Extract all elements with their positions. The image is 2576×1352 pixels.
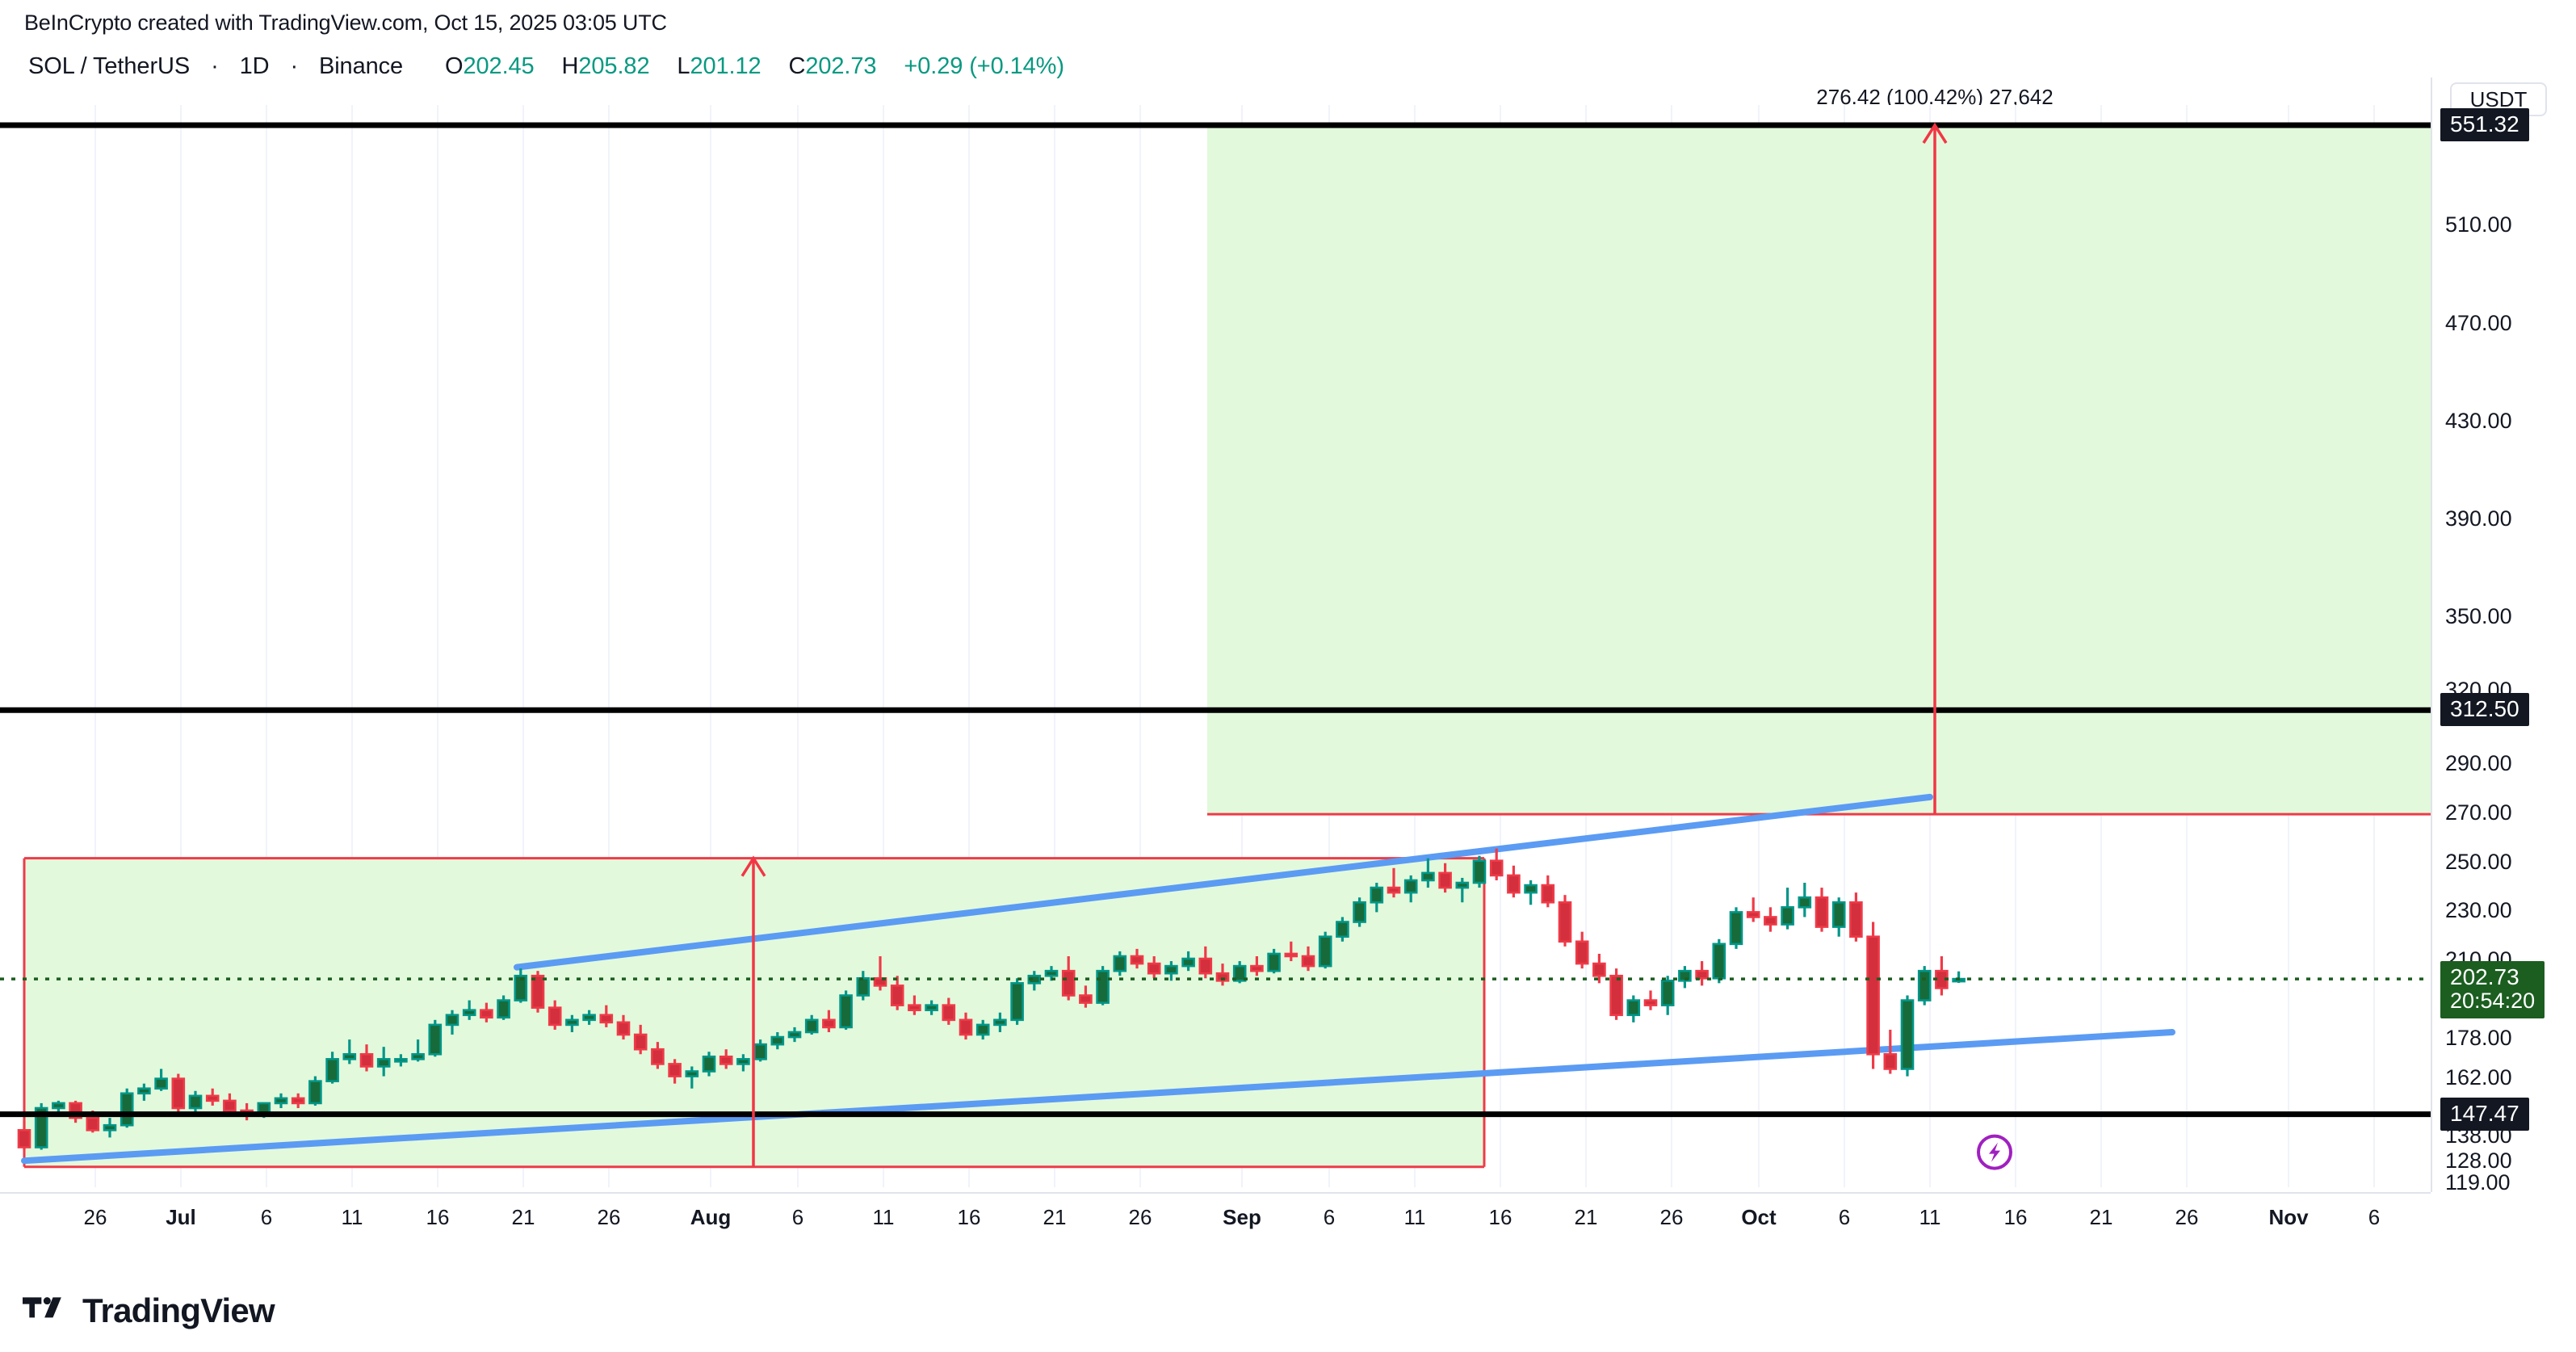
time-tick: 26 [2175, 1205, 2199, 1229]
time-tick: 11 [872, 1205, 895, 1229]
legend-low-value: 201.12 [690, 53, 761, 79]
price-tick: 230.00 [2445, 898, 2512, 923]
time-tick: 6 [791, 1205, 804, 1229]
legend-close-label: C [788, 53, 806, 79]
time-tick: Jul [166, 1205, 196, 1229]
time-tick: 16 [426, 1205, 450, 1229]
time-tick: 6 [2368, 1205, 2381, 1229]
price-tick: 162.00 [2445, 1064, 2512, 1090]
price-tick: 250.00 [2445, 849, 2512, 874]
price-tick: 390.00 [2445, 506, 2512, 531]
time-tick: 11 [1919, 1205, 1941, 1229]
price-tick: 128.00 [2445, 1148, 2512, 1173]
time-tick: 26 [1659, 1205, 1684, 1229]
price-tick: 178.00 [2445, 1026, 2512, 1051]
time-tick: Oct [1741, 1205, 1777, 1229]
tradingview-mark-icon [23, 1297, 61, 1318]
price-tick: 270.00 [2445, 800, 2512, 825]
legend-sep-2: · [290, 53, 298, 79]
price-tick: 119.00 [2445, 1170, 2511, 1195]
legend-sep-1: · [211, 53, 219, 79]
time-tick: Sep [1223, 1205, 1261, 1229]
tradingview-wordmark: TradingView [82, 1291, 275, 1329]
bar-countdown: 20:54:20 [2450, 989, 2536, 1014]
support-badge[interactable]: 147.47 [2440, 1097, 2529, 1131]
candlestick-canvas [0, 105, 2431, 1187]
legend-close-value: 202.73 [805, 53, 877, 79]
legend-open-label: O [445, 53, 464, 79]
resistance-mid-badge[interactable]: 312.50 [2440, 693, 2529, 727]
legend-interval[interactable]: 1D [239, 53, 270, 79]
time-tick: 26 [83, 1205, 107, 1229]
price-axis[interactable]: USDT 510.00 470.00 430.00 390.00 350.00 320.0… [2431, 78, 2576, 1195]
legend-change: +0.29 (+0.14%) [904, 53, 1064, 79]
time-tick: 11 [1403, 1205, 1426, 1229]
tradingview-logo[interactable]: TradingView [23, 1283, 275, 1339]
time-axis[interactable]: 26 Jul 6 11 16 21 26 Aug 6 11 16 21 26 Sep 6 11 16 21 26 Oc… [0, 1192, 2431, 1241]
price-tick: 470.00 [2445, 310, 2512, 335]
price-tick: 350.00 [2445, 604, 2512, 629]
lightning-marker-icon [1977, 1134, 2012, 1170]
price-tick: 510.00 [2445, 212, 2512, 237]
time-tick: Aug [690, 1205, 732, 1229]
time-tick: 21 [511, 1205, 535, 1229]
time-tick: 16 [2003, 1205, 2028, 1229]
time-tick: 6 [260, 1205, 273, 1229]
time-tick: 21 [2089, 1205, 2113, 1229]
time-tick: 21 [1043, 1205, 1067, 1229]
legend-exchange[interactable]: Binance [318, 53, 404, 79]
legend-low-label: L [677, 53, 690, 79]
chart-legend: SOL / TetherUS · 1D · Binance O202.45 H2… [28, 53, 1064, 80]
time-tick: 6 [1323, 1205, 1336, 1229]
resistance-upper-badge[interactable]: 551.32 [2440, 108, 2529, 141]
time-tick: 26 [1128, 1205, 1152, 1229]
time-tick: 21 [1574, 1205, 1598, 1229]
time-tick: 16 [1488, 1205, 1512, 1229]
time-tick: Nov [2268, 1205, 2309, 1229]
chart-plot-area[interactable] [0, 105, 2431, 1187]
current-price-value: 202.73 [2450, 964, 2519, 990]
price-tick: 290.00 [2445, 751, 2512, 776]
attribution-text: BeInCrypto created with TradingView.com,… [24, 10, 667, 35]
time-tick: 6 [1838, 1205, 1851, 1229]
price-tick: 430.00 [2445, 408, 2512, 433]
time-tick: 26 [597, 1205, 621, 1229]
time-tick: 16 [957, 1205, 981, 1229]
legend-symbol[interactable]: SOL / TetherUS [28, 53, 191, 79]
legend-high-value: 205.82 [578, 53, 650, 79]
current-price-badge[interactable]: 202.73 20:54:20 [2440, 961, 2545, 1019]
legend-open-value: 202.45 [463, 53, 535, 79]
time-tick: 11 [341, 1205, 363, 1229]
legend-high-label: H [561, 53, 579, 79]
